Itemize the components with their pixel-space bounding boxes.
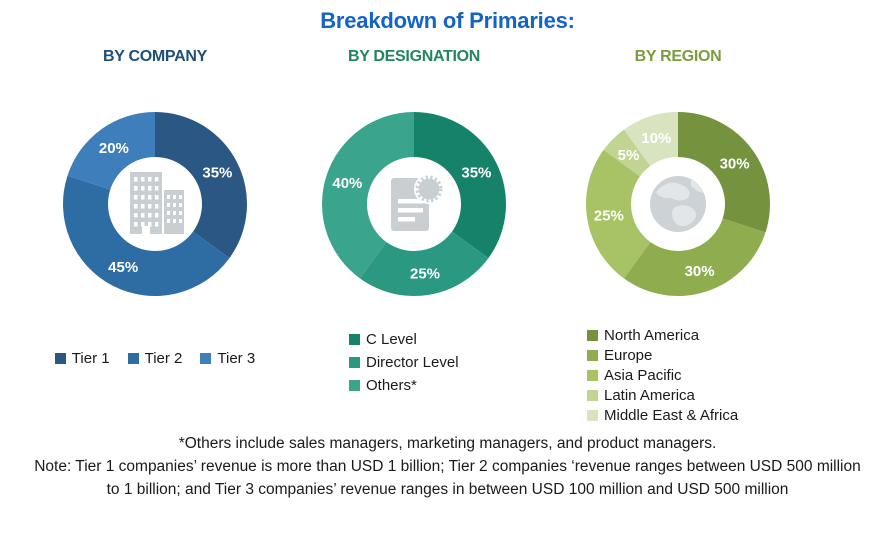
legend-swatch-tier-3 [200, 353, 212, 364]
slice-label-tier-2: 45% [108, 259, 138, 276]
legend-label-director-level: Director Level [366, 354, 459, 371]
legend-swatch-asia-pacific [587, 370, 598, 381]
footnotes: *Others include sales managers, marketin… [0, 432, 895, 501]
legend-label-latin-america: Latin America [604, 387, 695, 404]
slice-label-c-level: 35% [461, 165, 491, 182]
legend-item-middle-east-africa: Middle East & Africa [587, 406, 803, 426]
chart-heading-by-region: BY REGION [634, 48, 722, 65]
legend-label-europe: Europe [604, 347, 653, 364]
legend-by-designation: C Level Director Level Others* [289, 328, 539, 397]
legend-label-asia-pacific: Asia Pacific [604, 367, 682, 384]
legend-item-director-level: Director Level [349, 351, 539, 374]
legend-label-north-america: North America [604, 327, 700, 344]
legend-item-asia-pacific: Asia Pacific [587, 366, 803, 386]
donut-slice-tier-2 [62, 175, 230, 297]
chart-section-by-region: BY REGION 30% 30% 25% 5% 10% North America Eu… [553, 48, 803, 426]
slice-label-asia-pacific: 25% [594, 208, 624, 225]
legend-item-tier-2: Tier 2 [127, 350, 183, 367]
footnote-others: *Others include sales managers, marketin… [178, 435, 717, 452]
donut-slice-c-level [414, 112, 507, 259]
legend-label-middle-east-africa: Middle East & Africa [604, 407, 739, 424]
document-badge-icon [391, 174, 444, 231]
donut-slice-north-america [678, 112, 771, 233]
footnote-tier-definitions: Note: Tier 1 companies’ revenue is more … [34, 458, 861, 498]
legend-item-europe: Europe [587, 346, 803, 366]
legend-swatch-north-america [587, 330, 598, 341]
donut-slice-tier-3 [67, 112, 155, 190]
legend-item-others: Others* [349, 374, 539, 397]
legend-label-tier-1: Tier 1 [71, 350, 110, 367]
donut-chart-by-company: 35% 45% 20% [62, 112, 248, 297]
legend-label-tier-2: Tier 2 [144, 350, 183, 367]
legend-swatch-c-level [349, 334, 360, 345]
legend-label-others: Others* [366, 377, 417, 394]
donut-slice-middle-east-africa [623, 112, 678, 166]
legend-swatch-tier-1 [54, 353, 66, 364]
legend-swatch-tier-2 [127, 353, 139, 364]
slice-label-north-america: 30% [720, 155, 750, 172]
legend-label-c-level: C Level [366, 331, 417, 348]
chart-heading-by-designation: BY DESIGNATION [347, 48, 481, 65]
legend-by-region: North America Europe Asia Pacific Latin Ame… [553, 326, 803, 426]
legend-swatch-others [349, 380, 360, 391]
slice-label-tier-1: 35% [202, 165, 232, 182]
slice-label-tier-3: 20% [99, 140, 129, 157]
chart-section-by-designation: BY DESIGNATION 35% 25% 40% C Level Director… [289, 48, 539, 397]
legend-item-latin-america: Latin America [587, 386, 803, 406]
building-icon [130, 172, 184, 234]
legend-swatch-latin-america [587, 390, 598, 401]
donut-chart-by-region: 30% 30% 25% 5%10% [585, 112, 771, 297]
donut-slice-director-level [359, 231, 489, 297]
chart-heading-by-company: BY COMPANY [103, 48, 207, 65]
slice-label-director-level: 25% [410, 266, 440, 283]
legend-item-tier-1: Tier 1 [54, 350, 110, 367]
page-title: Breakdown of Primaries: [320, 8, 575, 33]
slice-label-middle-east-africa: 10% [641, 130, 671, 147]
donut-slice-europe [623, 218, 766, 297]
legend-item-north-america: North America [587, 326, 803, 346]
legend-item-c-level: C Level [349, 328, 539, 351]
donut-slice-asia-pacific [585, 149, 651, 279]
legend-by-company: Tier 1 Tier 2 Tier 3 [30, 350, 280, 367]
donut-slice-tier-1 [155, 112, 248, 259]
legend-label-tier-3: Tier 3 [217, 350, 256, 367]
legend-swatch-europe [587, 350, 598, 361]
legend-item-tier-3: Tier 3 [200, 350, 255, 367]
legend-swatch-middle-east-africa [587, 410, 598, 421]
donut-slice-others [321, 112, 414, 279]
donut-chart-by-designation: 35% 25% 40% [321, 112, 507, 297]
slice-label-latin-america: 5% [618, 147, 640, 164]
globe-icon [650, 176, 706, 232]
slice-label-others: 40% [332, 175, 362, 192]
chart-section-by-company: BY COMPANY 35% 45% 20% Tier 1 Tier 2 Tier 3 [30, 48, 280, 367]
legend-swatch-director-level [349, 357, 360, 368]
slice-label-europe: 30% [685, 263, 715, 280]
donut-slice-latin-america [603, 129, 651, 177]
